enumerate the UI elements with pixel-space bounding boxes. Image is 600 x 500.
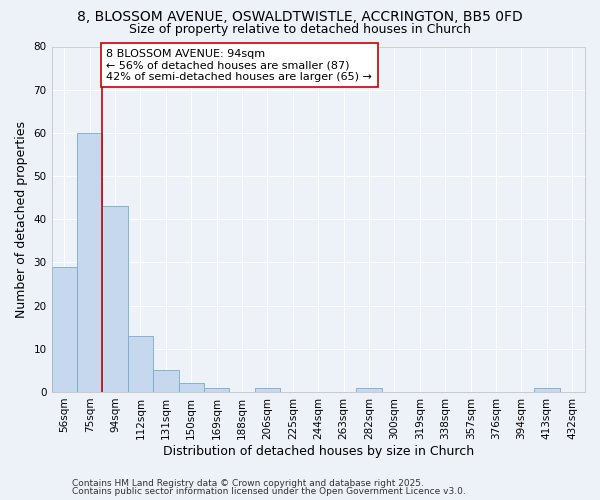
Bar	[52, 266, 77, 392]
Bar	[255, 388, 280, 392]
Bar	[77, 133, 103, 392]
Bar	[128, 336, 153, 392]
Bar	[534, 388, 560, 392]
Text: 8, BLOSSOM AVENUE, OSWALDTWISTLE, ACCRINGTON, BB5 0FD: 8, BLOSSOM AVENUE, OSWALDTWISTLE, ACCRIN…	[77, 10, 523, 24]
Text: 8 BLOSSOM AVENUE: 94sqm
← 56% of detached houses are smaller (87)
42% of semi-de: 8 BLOSSOM AVENUE: 94sqm ← 56% of detache…	[106, 48, 372, 82]
X-axis label: Distribution of detached houses by size in Church: Distribution of detached houses by size …	[163, 444, 474, 458]
Bar	[153, 370, 179, 392]
Y-axis label: Number of detached properties: Number of detached properties	[15, 120, 28, 318]
Text: Contains HM Land Registry data © Crown copyright and database right 2025.: Contains HM Land Registry data © Crown c…	[72, 478, 424, 488]
Bar	[179, 384, 204, 392]
Bar	[204, 388, 229, 392]
Text: Contains public sector information licensed under the Open Government Licence v3: Contains public sector information licen…	[72, 487, 466, 496]
Bar	[103, 206, 128, 392]
Bar	[356, 388, 382, 392]
Text: Size of property relative to detached houses in Church: Size of property relative to detached ho…	[129, 22, 471, 36]
